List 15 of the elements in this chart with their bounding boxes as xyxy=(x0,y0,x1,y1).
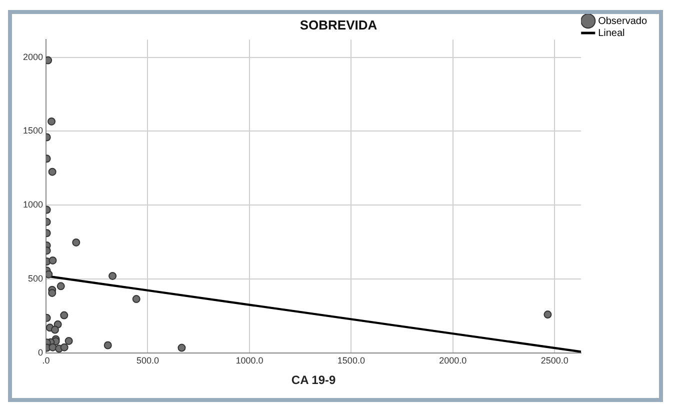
x-tick-label: 2000.0 xyxy=(439,356,467,366)
y-tick-label: 1500 xyxy=(22,126,44,136)
y-tick-label: 0 xyxy=(38,347,44,358)
legend-label: Lineal xyxy=(598,28,625,39)
legend-label: Observado xyxy=(598,16,648,27)
chart-title: SOBREVIDA xyxy=(300,17,378,32)
x-tick-label: 500.0 xyxy=(136,356,160,366)
y-tick-label: 1000 xyxy=(22,200,44,210)
x-tick-label: 2500.0 xyxy=(540,356,568,366)
x-tick-label: .0 xyxy=(42,356,50,366)
x-tick-label: 1000.0 xyxy=(236,356,264,366)
x-axis-title: CA 19-9 xyxy=(291,373,336,388)
y-tick-label: 500 xyxy=(28,273,44,284)
x-tick-label: 1500.0 xyxy=(337,356,365,366)
y-tick-label: 2000 xyxy=(22,52,44,62)
